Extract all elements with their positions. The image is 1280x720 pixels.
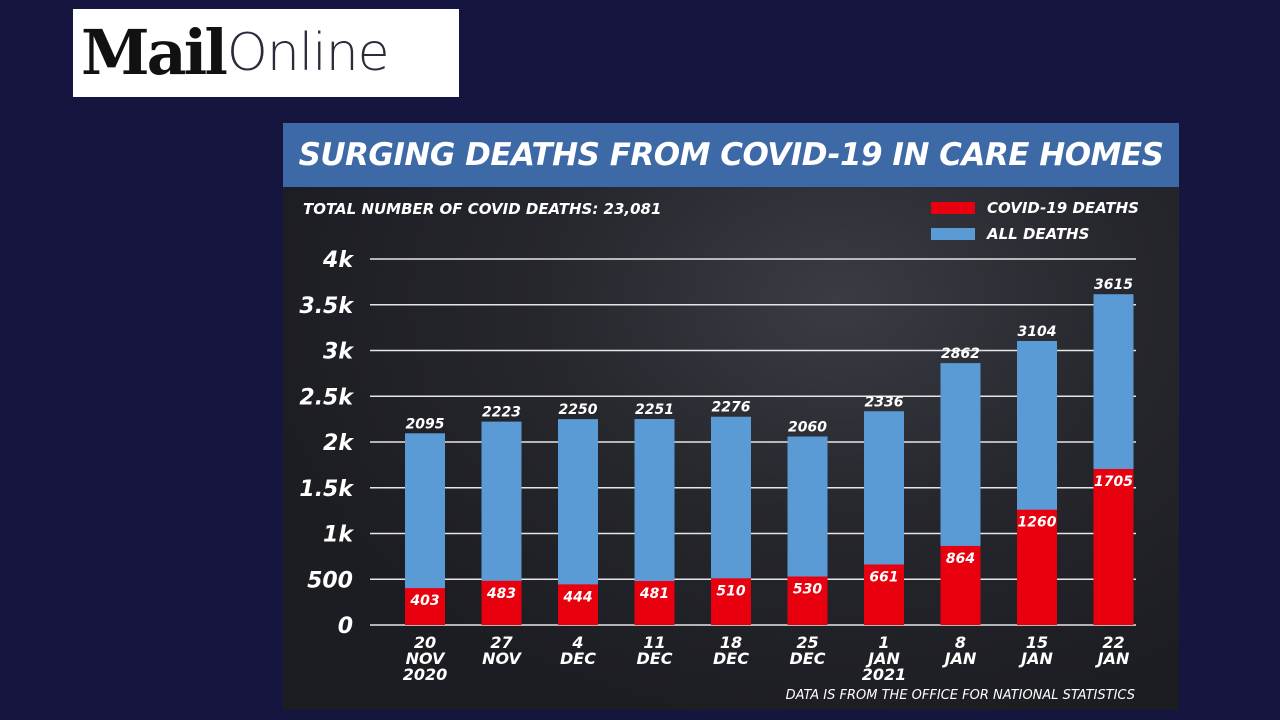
x-tick-label: NOV	[482, 649, 522, 668]
x-tick-label: JAN	[865, 649, 900, 668]
logo-online: Online	[226, 23, 390, 83]
legend-all: ALL DEATHS	[931, 225, 1089, 243]
bar-covid-deaths	[558, 584, 598, 625]
x-tick-label: NOV	[406, 649, 446, 668]
x-tick-label: 2021	[862, 665, 907, 684]
data-label-covid: 483	[486, 586, 516, 602]
data-label-covid: 403	[409, 593, 439, 609]
x-tick-label: 2020	[403, 665, 448, 684]
data-label-covid: 510	[716, 583, 745, 599]
y-tick-label: 3k	[323, 340, 354, 365]
data-label-covid: 530	[793, 582, 822, 598]
x-tick-label: 8	[955, 633, 966, 652]
legend-all-swatch	[931, 228, 975, 240]
bar-covid-deaths	[711, 578, 751, 625]
legend-covid-label: COVID-19 DEATHS	[987, 199, 1139, 217]
y-tick-label: 1.5k	[299, 477, 354, 502]
chart-panel: SURGING DEATHS FROM COVID-19 IN CARE HOM…	[283, 123, 1179, 710]
x-tick-label: 11	[643, 633, 665, 652]
y-tick-label: 4k	[322, 248, 354, 273]
y-tick-label: 2k	[323, 431, 354, 456]
y-tick-label: 500	[307, 568, 353, 593]
data-label-all: 3615	[1094, 277, 1133, 293]
bar-covid-deaths	[787, 576, 828, 625]
data-label-covid: 661	[869, 570, 898, 586]
data-label-covid: 444	[562, 589, 592, 605]
bar-covid-deaths	[1093, 468, 1134, 625]
data-label-covid: 1705	[1094, 474, 1133, 490]
x-tick-label: 20	[414, 633, 436, 652]
data-label-covid: 864	[946, 551, 975, 567]
bar-covid-deaths	[481, 580, 522, 625]
y-tick-label: 0	[338, 614, 353, 639]
legend-covid: COVID-19 DEATHS	[931, 199, 1139, 217]
chart-title: SURGING DEATHS FROM COVID-19 IN CARE HOM…	[298, 137, 1164, 173]
bar-covid-deaths	[405, 588, 445, 625]
data-label-all: 3104	[1018, 324, 1057, 340]
data-label-all: 2095	[406, 416, 445, 432]
data-label-all: 2250	[559, 402, 598, 418]
x-tick-label: DEC	[560, 649, 596, 668]
x-tick-label: 22	[1102, 633, 1124, 652]
x-tick-label: 4	[571, 633, 583, 652]
x-tick-label: 25	[796, 633, 818, 652]
x-tick-label: DEC	[713, 649, 749, 668]
logo-mail: Mail	[81, 16, 228, 89]
x-tick-label: 15	[1026, 633, 1048, 652]
x-tick-label: 1	[878, 633, 889, 652]
chart-source: DATA IS FROM THE OFFICE FOR NATIONAL STA…	[785, 688, 1135, 703]
bar-covid-deaths	[940, 545, 981, 625]
bar-covid-deaths	[634, 580, 675, 625]
data-label-covid: 481	[639, 586, 669, 602]
x-tick-label: DEC	[637, 649, 673, 668]
x-tick-label: DEC	[790, 649, 826, 668]
data-label-all: 2223	[482, 405, 521, 421]
chart-title-bar: SURGING DEATHS FROM COVID-19 IN CARE HOM…	[283, 123, 1179, 187]
legend-covid-swatch	[931, 202, 975, 214]
legend-all-label: ALL DEATHS	[987, 225, 1090, 243]
data-label-all: 2251	[635, 402, 674, 418]
data-label-all: 2060	[788, 420, 827, 436]
x-tick-label: JAN	[942, 649, 977, 668]
data-label-all: 2276	[712, 400, 751, 416]
x-tick-label: JAN	[1095, 649, 1130, 668]
y-tick-label: 2.5k	[299, 385, 354, 410]
data-label-all: 2862	[941, 346, 980, 362]
x-tick-label: 18	[720, 633, 742, 652]
bar-covid-deaths	[864, 564, 904, 625]
bar-covid-deaths	[1017, 509, 1057, 625]
y-tick-label: 3.5k	[299, 294, 354, 319]
chart-subtitle: TOTAL NUMBER OF COVID DEATHS: 23,081	[303, 200, 662, 218]
mailonline-logo: Mail Online	[73, 9, 459, 97]
x-tick-label: 27	[490, 633, 513, 652]
x-tick-label: JAN	[1018, 649, 1053, 668]
y-tick-label: 1k	[323, 523, 354, 548]
bar-chart: 05001k1.5k2k2.5k3k3.5k4k209540320NOV2020…	[299, 248, 1136, 684]
data-label-covid: 1260	[1018, 515, 1057, 531]
data-label-all: 2336	[865, 394, 904, 410]
